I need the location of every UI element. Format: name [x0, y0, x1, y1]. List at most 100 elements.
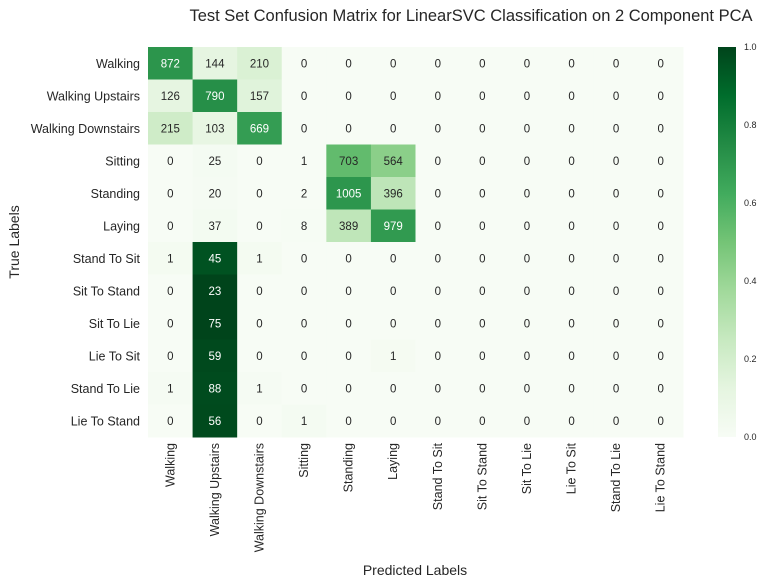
heatmap-cell: [148, 47, 194, 80]
cell-value-label: 669: [250, 123, 269, 135]
cell-value-label: 0: [568, 253, 574, 265]
cell-value-label: 0: [256, 286, 262, 298]
cell-value-label: 1: [301, 416, 307, 428]
heatmap-cell: [638, 144, 684, 178]
cell-value-label: 0: [658, 253, 664, 265]
heatmap-cell: [326, 307, 372, 340]
cell-value-label: 0: [479, 351, 485, 363]
cell-value-label: 210: [250, 58, 269, 70]
heatmap-cell: [148, 209, 194, 243]
cell-value-label: 0: [345, 286, 351, 298]
heatmap-cell: [370, 79, 416, 113]
cell-value-label: 0: [167, 351, 173, 363]
heatmap-cell: [638, 79, 684, 113]
heatmap-cell: [326, 404, 372, 438]
cell-value-label: 0: [524, 221, 530, 233]
heatmap-cell: [460, 209, 506, 243]
cell-value-label: 0: [658, 188, 664, 200]
cell-value-label: 0: [524, 123, 530, 135]
heatmap-cell: [504, 404, 550, 438]
heatmap-cell: [281, 209, 327, 243]
cell-value-label: 0: [435, 221, 441, 233]
cell-value-label: 0: [613, 351, 619, 363]
heatmap-cell: [460, 79, 506, 113]
cell-value-label: 0: [167, 221, 173, 233]
cell-value-label: 0: [301, 253, 307, 265]
heatmap-cell: [460, 404, 506, 438]
heatmap-cell: [415, 339, 461, 373]
heatmap-cell: [638, 307, 684, 340]
cell-value-label: 0: [658, 91, 664, 103]
cell-value-label: 0: [390, 318, 396, 330]
cell-value-label: 0: [345, 91, 351, 103]
cell-value-label: 0: [658, 351, 664, 363]
y-tick-label: Lie To Stand: [71, 414, 140, 428]
cell-value-label: 0: [167, 286, 173, 298]
heatmap-cell: [504, 242, 550, 275]
y-tick-label: Stand To Sit: [73, 252, 141, 266]
y-tick-labels: Walking Walking Upstairs Walking Downstair…: [31, 57, 141, 429]
heatmap-cell: [192, 372, 238, 405]
heatmap-cell: [504, 274, 550, 308]
cell-value-label: 0: [524, 286, 530, 298]
x-tick-label: Stand To Sit: [431, 442, 445, 510]
heatmap-cell: [148, 339, 194, 373]
heatmap-cell: [281, 404, 327, 438]
heatmap-cell: [549, 47, 595, 80]
y-tick-label: Sitting: [105, 154, 140, 168]
heatmap-cell: [326, 372, 372, 405]
cell-value-label: 0: [435, 253, 441, 265]
cell-value-label: 0: [390, 286, 396, 298]
cell-value-label: 0: [256, 221, 262, 233]
x-tick-label: Sitting: [297, 443, 311, 478]
cell-value-label: 389: [339, 221, 358, 233]
cell-value-label: 0: [435, 91, 441, 103]
cell-value-label: 0: [301, 383, 307, 395]
heatmap-cell: [326, 144, 372, 178]
cell-value-label: 0: [613, 156, 619, 168]
heatmap-cell: [460, 47, 506, 80]
cell-value-label: 0: [301, 318, 307, 330]
cell-value-label: 0: [390, 253, 396, 265]
cell-value-label: 790: [205, 91, 224, 103]
heatmap-cell: [281, 79, 327, 113]
x-tick-label: Standing: [342, 443, 356, 492]
heatmap-cell: [593, 372, 639, 405]
cell-value-label: 0: [256, 318, 262, 330]
heatmap-cell: [281, 177, 327, 210]
heatmap-cell: [504, 112, 550, 145]
heatmap-cell: [504, 79, 550, 113]
heatmap-cell: [415, 144, 461, 178]
heatmap-cell: [415, 372, 461, 405]
cell-value-label: 0: [613, 91, 619, 103]
cell-value-label: 0: [568, 318, 574, 330]
heatmap-cell: [281, 112, 327, 145]
heatmap-cell: [415, 79, 461, 113]
cell-value-label: 2: [301, 188, 307, 200]
heatmap-cell: [237, 209, 283, 243]
heatmap-cell: [504, 209, 550, 243]
cell-value-label: 1: [167, 253, 173, 265]
heatmap-cell: [326, 177, 372, 210]
cell-value-label: 1: [167, 383, 173, 395]
heatmap-cell: [370, 47, 416, 80]
cell-value-label: 0: [613, 318, 619, 330]
heatmap-cell: [415, 47, 461, 80]
y-tick-label: Lie To Sit: [89, 349, 141, 363]
heatmap-cell: [460, 274, 506, 308]
cell-value-label: 0: [479, 253, 485, 265]
cell-value-label: 0: [658, 123, 664, 135]
heatmap-cell: [148, 144, 194, 178]
heatmap-cell: [593, 177, 639, 210]
cell-value-label: 0: [435, 58, 441, 70]
heatmap-cell: [237, 144, 283, 178]
heatmap-cell: [638, 372, 684, 405]
cell-value-label: 75: [208, 318, 221, 330]
cell-value-label: 0: [167, 188, 173, 200]
y-tick-label: Sit To Stand: [73, 284, 140, 298]
heatmap-cell: [549, 112, 595, 145]
cell-value-label: 1: [301, 156, 307, 168]
heatmap-cell: [504, 339, 550, 373]
cell-value-label: 0: [613, 123, 619, 135]
cell-value-label: 88: [208, 383, 221, 395]
